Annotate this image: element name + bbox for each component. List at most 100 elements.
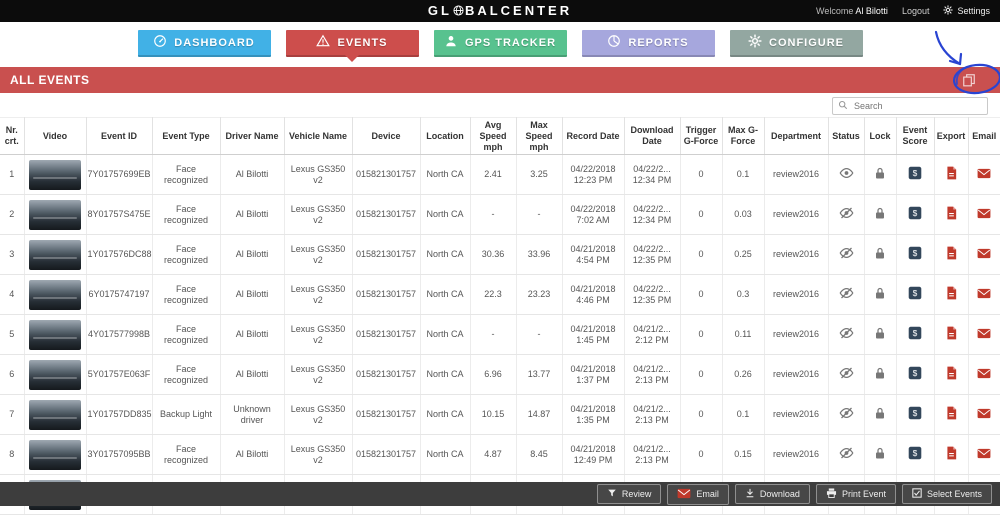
cell-email[interactable] xyxy=(968,234,1000,276)
eye-off-icon[interactable] xyxy=(839,407,854,421)
export-pdf-icon[interactable] xyxy=(946,446,957,462)
cell-status[interactable] xyxy=(828,434,865,476)
tab-configure[interactable]: CONFIGURE xyxy=(729,30,863,57)
search-input[interactable] xyxy=(852,100,982,112)
cell-video[interactable] xyxy=(24,194,87,236)
cell-lock[interactable] xyxy=(864,234,897,276)
cell-email[interactable] xyxy=(968,274,1000,316)
event-score-icon[interactable]: $ xyxy=(908,446,922,462)
select-events-button[interactable]: Select Events xyxy=(901,484,992,504)
cell-lock[interactable] xyxy=(864,194,897,236)
export-pdf-icon[interactable] xyxy=(946,366,957,382)
cell-lock[interactable] xyxy=(864,434,897,476)
cell-lock[interactable] xyxy=(864,354,897,396)
video-thumbnail[interactable] xyxy=(29,399,81,430)
export-pdf-icon[interactable] xyxy=(946,206,957,222)
cell-video[interactable] xyxy=(24,394,87,436)
cell-email[interactable] xyxy=(968,434,1000,476)
cell-event_score[interactable]: $ xyxy=(896,434,935,476)
cell-export[interactable] xyxy=(934,314,969,356)
cell-email[interactable] xyxy=(968,354,1000,396)
event-score-icon[interactable]: $ xyxy=(908,206,922,222)
download-button[interactable]: Download xyxy=(734,484,810,504)
lock-icon[interactable] xyxy=(874,327,886,342)
search-box[interactable] xyxy=(832,97,988,115)
cell-event_score[interactable]: $ xyxy=(896,394,935,436)
event-score-icon[interactable]: $ xyxy=(908,366,922,382)
cell-lock[interactable] xyxy=(864,154,897,196)
cell-export[interactable] xyxy=(934,354,969,396)
cell-export[interactable] xyxy=(934,434,969,476)
cell-export[interactable] xyxy=(934,154,969,196)
cell-event_score[interactable]: $ xyxy=(896,274,935,316)
email-icon[interactable] xyxy=(977,288,991,301)
export-pdf-icon[interactable] xyxy=(946,326,957,342)
logout-link[interactable]: Logout xyxy=(901,6,930,16)
cell-video[interactable] xyxy=(24,274,87,316)
email-icon[interactable] xyxy=(977,408,991,421)
cell-email[interactable] xyxy=(968,314,1000,356)
cell-status[interactable] xyxy=(828,394,865,436)
print-event-button[interactable]: Print Event xyxy=(815,484,896,504)
cell-event_score[interactable]: $ xyxy=(896,234,935,276)
tab-reports[interactable]: REPORTS xyxy=(581,30,715,57)
email-icon[interactable] xyxy=(977,328,991,341)
cell-video[interactable] xyxy=(24,314,87,356)
cell-email[interactable] xyxy=(968,394,1000,436)
tab-gps-tracker[interactable]: GPS TRACKER xyxy=(433,30,567,57)
cell-event_score[interactable]: $ xyxy=(896,354,935,396)
cell-event_score[interactable]: $ xyxy=(896,314,935,356)
video-thumbnail[interactable] xyxy=(29,159,81,190)
event-score-icon[interactable]: $ xyxy=(908,166,922,182)
event-score-icon[interactable]: $ xyxy=(908,326,922,342)
eye-off-icon[interactable] xyxy=(839,447,854,461)
export-pdf-icon[interactable] xyxy=(946,166,957,182)
cell-status[interactable] xyxy=(828,234,865,276)
export-pdf-icon[interactable] xyxy=(946,246,957,262)
email-icon[interactable] xyxy=(977,208,991,221)
cell-video[interactable] xyxy=(24,354,87,396)
lock-icon[interactable] xyxy=(874,247,886,262)
cell-email[interactable] xyxy=(968,154,1000,196)
cell-lock[interactable] xyxy=(864,314,897,356)
lock-icon[interactable] xyxy=(874,367,886,382)
email-icon[interactable] xyxy=(977,168,991,181)
cell-lock[interactable] xyxy=(864,274,897,316)
cell-video[interactable] xyxy=(24,234,87,276)
lock-icon[interactable] xyxy=(874,287,886,302)
cell-export[interactable] xyxy=(934,194,969,236)
video-thumbnail[interactable] xyxy=(29,199,81,230)
email-icon[interactable] xyxy=(977,368,991,381)
settings-button[interactable]: Settings xyxy=(943,5,990,17)
eye-off-icon[interactable] xyxy=(839,247,854,261)
cell-video[interactable] xyxy=(24,434,87,476)
lock-icon[interactable] xyxy=(874,167,886,182)
eye-off-icon[interactable] xyxy=(839,287,854,301)
cell-lock[interactable] xyxy=(864,394,897,436)
video-thumbnail[interactable] xyxy=(29,239,81,270)
video-thumbnail[interactable] xyxy=(29,359,81,390)
export-pdf-icon[interactable] xyxy=(946,286,957,302)
export-pdf-icon[interactable] xyxy=(946,406,957,422)
video-thumbnail[interactable] xyxy=(29,279,81,310)
cell-export[interactable] xyxy=(934,394,969,436)
video-thumbnail[interactable] xyxy=(29,319,81,350)
cell-status[interactable] xyxy=(828,354,865,396)
email-icon[interactable] xyxy=(977,448,991,461)
cell-status[interactable] xyxy=(828,154,865,196)
event-score-icon[interactable]: $ xyxy=(908,286,922,302)
lock-icon[interactable] xyxy=(874,447,886,462)
lock-icon[interactable] xyxy=(874,207,886,222)
cell-status[interactable] xyxy=(828,274,865,316)
eye-off-icon[interactable] xyxy=(839,207,854,221)
video-thumbnail[interactable] xyxy=(29,439,81,470)
cell-status[interactable] xyxy=(828,194,865,236)
event-score-icon[interactable]: $ xyxy=(908,246,922,262)
lock-icon[interactable] xyxy=(874,407,886,422)
cell-event_score[interactable]: $ xyxy=(896,194,935,236)
tab-events[interactable]: EVENTS xyxy=(285,30,419,62)
cell-status[interactable] xyxy=(828,314,865,356)
cell-export[interactable] xyxy=(934,274,969,316)
tab-dashboard[interactable]: DASHBOARD xyxy=(137,30,271,57)
review-button[interactable]: Review xyxy=(596,484,662,504)
